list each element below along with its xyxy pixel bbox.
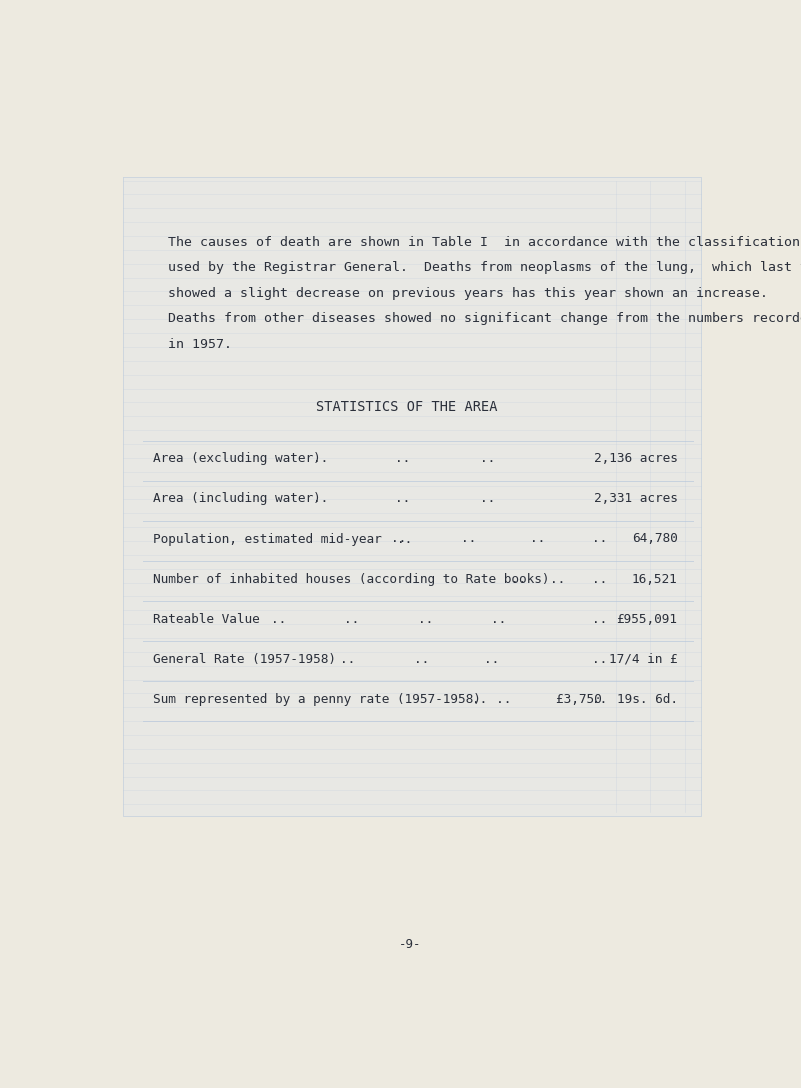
Text: 64,780: 64,780: [632, 532, 678, 545]
Text: ..: ..: [480, 493, 495, 506]
Text: Number of inhabited houses (according to Rate books): Number of inhabited houses (according to…: [153, 572, 549, 585]
Text: ..: ..: [313, 493, 328, 506]
Text: ..: ..: [592, 613, 607, 626]
Text: -9-: -9-: [399, 938, 421, 951]
Text: 2,136 acres: 2,136 acres: [594, 453, 678, 466]
Text: The causes of death are shown in Table I  in accordance with the classification: The causes of death are shown in Table I…: [168, 236, 800, 249]
Text: ..: ..: [511, 572, 526, 585]
Bar: [123, 176, 701, 816]
Text: ..: ..: [418, 613, 433, 626]
Text: ..: ..: [472, 693, 487, 706]
Text: ..: ..: [549, 572, 565, 585]
Text: Population, estimated mid-year  ..: Population, estimated mid-year ..: [153, 532, 412, 545]
Text: 17/4 in £: 17/4 in £: [609, 653, 678, 666]
Text: ..: ..: [395, 453, 410, 466]
Text: Rateable Value: Rateable Value: [153, 613, 260, 626]
Text: Sum represented by a penny rate (1957-1958)  ..: Sum represented by a penny rate (1957-19…: [153, 693, 511, 706]
Text: showed a slight decrease on previous years has this year shown an increase.: showed a slight decrease on previous yea…: [168, 287, 768, 300]
Text: General Rate (1957-1958): General Rate (1957-1958): [153, 653, 336, 666]
Text: £3,750  19s. 6d.: £3,750 19s. 6d.: [556, 693, 678, 706]
Text: ..: ..: [592, 653, 607, 666]
Text: STATISTICS OF THE AREA: STATISTICS OF THE AREA: [316, 400, 497, 415]
Text: used by the Registrar General.  Deaths from neoplasms of the lung,  which last y: used by the Registrar General. Deaths fr…: [168, 261, 801, 274]
Text: 16,521: 16,521: [632, 572, 678, 585]
Text: ..: ..: [592, 572, 607, 585]
Text: £955,091: £955,091: [617, 613, 678, 626]
Text: ..: ..: [492, 613, 507, 626]
Text: ..: ..: [391, 532, 406, 545]
Text: ..: ..: [484, 653, 499, 666]
Text: ..: ..: [592, 532, 607, 545]
Text: ..: ..: [480, 453, 495, 466]
Text: in 1957.: in 1957.: [168, 337, 232, 350]
Text: ..: ..: [344, 613, 360, 626]
Text: 2,331 acres: 2,331 acres: [594, 493, 678, 506]
Text: ..: ..: [414, 653, 429, 666]
Text: Deaths from other diseases showed no significant change from the numbers recorde: Deaths from other diseases showed no sig…: [168, 312, 801, 325]
Text: ..: ..: [461, 532, 476, 545]
Text: Area (including water): Area (including water): [153, 493, 320, 506]
Text: ..: ..: [592, 693, 607, 706]
Text: ..: ..: [395, 493, 410, 506]
Text: ..: ..: [340, 653, 356, 666]
Text: ..: ..: [313, 453, 328, 466]
Text: ..: ..: [271, 613, 286, 626]
Text: ..: ..: [530, 532, 545, 545]
Text: Area (excluding water): Area (excluding water): [153, 453, 320, 466]
